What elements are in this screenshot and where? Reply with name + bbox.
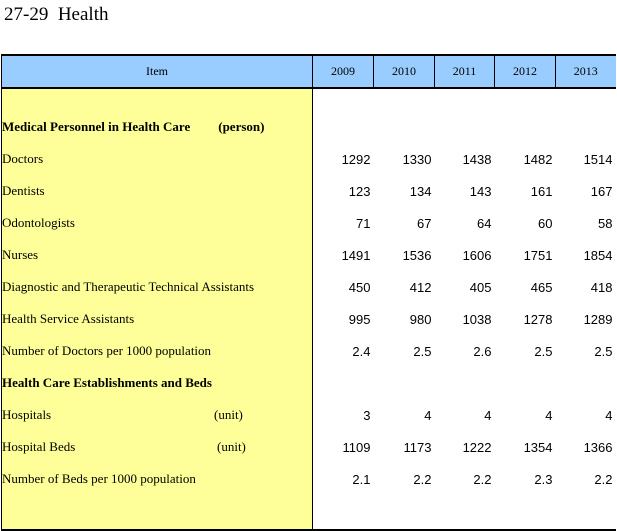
header-year-2010: 2010 bbox=[373, 54, 435, 89]
row-unit: (unit) bbox=[217, 439, 246, 454]
header-year-2012: 2012 bbox=[494, 54, 556, 89]
cell-value: 60 bbox=[538, 215, 553, 231]
cell-value: 71 bbox=[356, 215, 371, 231]
section-unit-personnel: (person) bbox=[218, 119, 265, 134]
cell-value: 1491 bbox=[341, 247, 371, 263]
cell-value: 2.5 bbox=[413, 343, 432, 359]
cell-value: 161 bbox=[530, 183, 553, 199]
table-row: Dentists 123 134 143 161 167 bbox=[1, 175, 616, 207]
row-label: Hospital Beds bbox=[2, 439, 76, 454]
cell-value: 465 bbox=[530, 279, 553, 295]
cell-value: 1482 bbox=[523, 151, 553, 167]
section-row-establishments: Health Care Establishments and Beds bbox=[1, 367, 616, 399]
row-label: Number of Doctors per 1000 population bbox=[1, 335, 313, 367]
cell-value: 123 bbox=[348, 183, 371, 199]
cell-value: 1514 bbox=[583, 151, 613, 167]
table-row: Health Service Assistants 995 980 1038 1… bbox=[1, 303, 616, 335]
table-row: Number of Beds per 1000 population 2.1 2… bbox=[1, 463, 616, 495]
table-row: Number of Doctors per 1000 population 2.… bbox=[1, 335, 616, 367]
section-row-personnel: Medical Personnel in Health Care (person… bbox=[1, 111, 616, 143]
cell-value: 1278 bbox=[523, 311, 553, 327]
cell-value: 2.6 bbox=[473, 343, 492, 359]
cell-value: 450 bbox=[348, 279, 371, 295]
bottom-spacer-row bbox=[1, 495, 616, 531]
cell-value: 1330 bbox=[402, 151, 432, 167]
table-row: Doctors 1292 1330 1438 1482 1514 bbox=[1, 143, 616, 175]
cell-value: 1173 bbox=[403, 439, 432, 455]
cell-value: 412 bbox=[409, 279, 432, 295]
cell-value: 2.4 bbox=[352, 343, 371, 359]
page-title: 27-29 Health bbox=[4, 4, 109, 25]
table-row: Hospital Beds (unit) 1109 1173 1222 1354… bbox=[1, 431, 616, 463]
cell-value: 167 bbox=[590, 183, 613, 199]
table-row: Nurses 1491 1536 1606 1751 1854 bbox=[1, 239, 616, 271]
row-label: Odontologists bbox=[1, 207, 313, 239]
cell-value: 1606 bbox=[462, 247, 492, 263]
cell-value: 2.3 bbox=[534, 471, 553, 487]
section-label-establishments: Health Care Establishments and Beds bbox=[1, 367, 313, 399]
cell-value: 3 bbox=[363, 407, 371, 423]
row-label: Hospitals bbox=[2, 407, 52, 422]
cell-value: 2.1 bbox=[352, 471, 371, 487]
row-label: Nurses bbox=[1, 239, 313, 271]
cell-value: 4 bbox=[424, 407, 432, 423]
cell-value: 2.2 bbox=[594, 471, 613, 487]
header-item: Item bbox=[1, 54, 313, 89]
cell-value: 64 bbox=[477, 215, 492, 231]
cell-value: 1854 bbox=[583, 247, 613, 263]
table-row: Diagnostic and Therapeutic Technical Ass… bbox=[1, 271, 616, 303]
cell-value: 1289 bbox=[583, 311, 613, 327]
cell-value: 995 bbox=[348, 311, 371, 327]
cell-value: 1109 bbox=[342, 439, 371, 455]
header-row: Item 2009 2010 2011 2012 2013 bbox=[1, 54, 616, 89]
header-year-2011: 2011 bbox=[434, 54, 495, 89]
row-unit: (unit) bbox=[214, 407, 243, 422]
cell-value: 980 bbox=[409, 311, 432, 327]
health-statistics-table: Item 2009 2010 2011 2012 2013 Medical Pe… bbox=[1, 54, 616, 531]
cell-value: 2.2 bbox=[473, 471, 492, 487]
table-row: Odontologists 71 67 64 60 58 bbox=[1, 207, 616, 239]
cell-value: 4 bbox=[605, 407, 613, 423]
row-label: Health Service Assistants bbox=[1, 303, 313, 335]
cell-value: 134 bbox=[409, 183, 432, 199]
row-label: Number of Beds per 1000 population bbox=[1, 463, 313, 495]
cell-value: 1292 bbox=[341, 151, 371, 167]
cell-value: 2.5 bbox=[534, 343, 553, 359]
cell-value: 58 bbox=[598, 215, 613, 231]
cell-value: 1038 bbox=[462, 311, 492, 327]
cell-value: 1751 bbox=[523, 247, 553, 263]
cell-value: 1366 bbox=[583, 439, 613, 455]
header-year-2009: 2009 bbox=[312, 54, 374, 89]
cell-value: 2.2 bbox=[413, 471, 432, 487]
cell-value: 4 bbox=[484, 407, 492, 423]
section-label-personnel: Medical Personnel in Health Care bbox=[2, 119, 191, 134]
row-label: Diagnostic and Therapeutic Technical Ass… bbox=[1, 271, 313, 303]
cell-value: 1536 bbox=[402, 247, 432, 263]
cell-value: 1354 bbox=[523, 439, 553, 455]
cell-value: 2.5 bbox=[594, 343, 613, 359]
cell-value: 418 bbox=[590, 279, 613, 295]
cell-value: 405 bbox=[469, 279, 492, 295]
cell-value: 1438 bbox=[462, 151, 492, 167]
cell-value: 1222 bbox=[462, 439, 492, 455]
cell-value: 4 bbox=[545, 407, 553, 423]
row-label: Doctors bbox=[1, 143, 313, 175]
cell-value: 67 bbox=[417, 215, 432, 231]
header-year-2013: 2013 bbox=[555, 54, 616, 89]
cell-value: 143 bbox=[469, 183, 492, 199]
spacer-row bbox=[1, 88, 616, 111]
table-row: Hospitals (unit) 3 4 4 4 4 bbox=[1, 399, 616, 431]
row-label: Dentists bbox=[1, 175, 313, 207]
